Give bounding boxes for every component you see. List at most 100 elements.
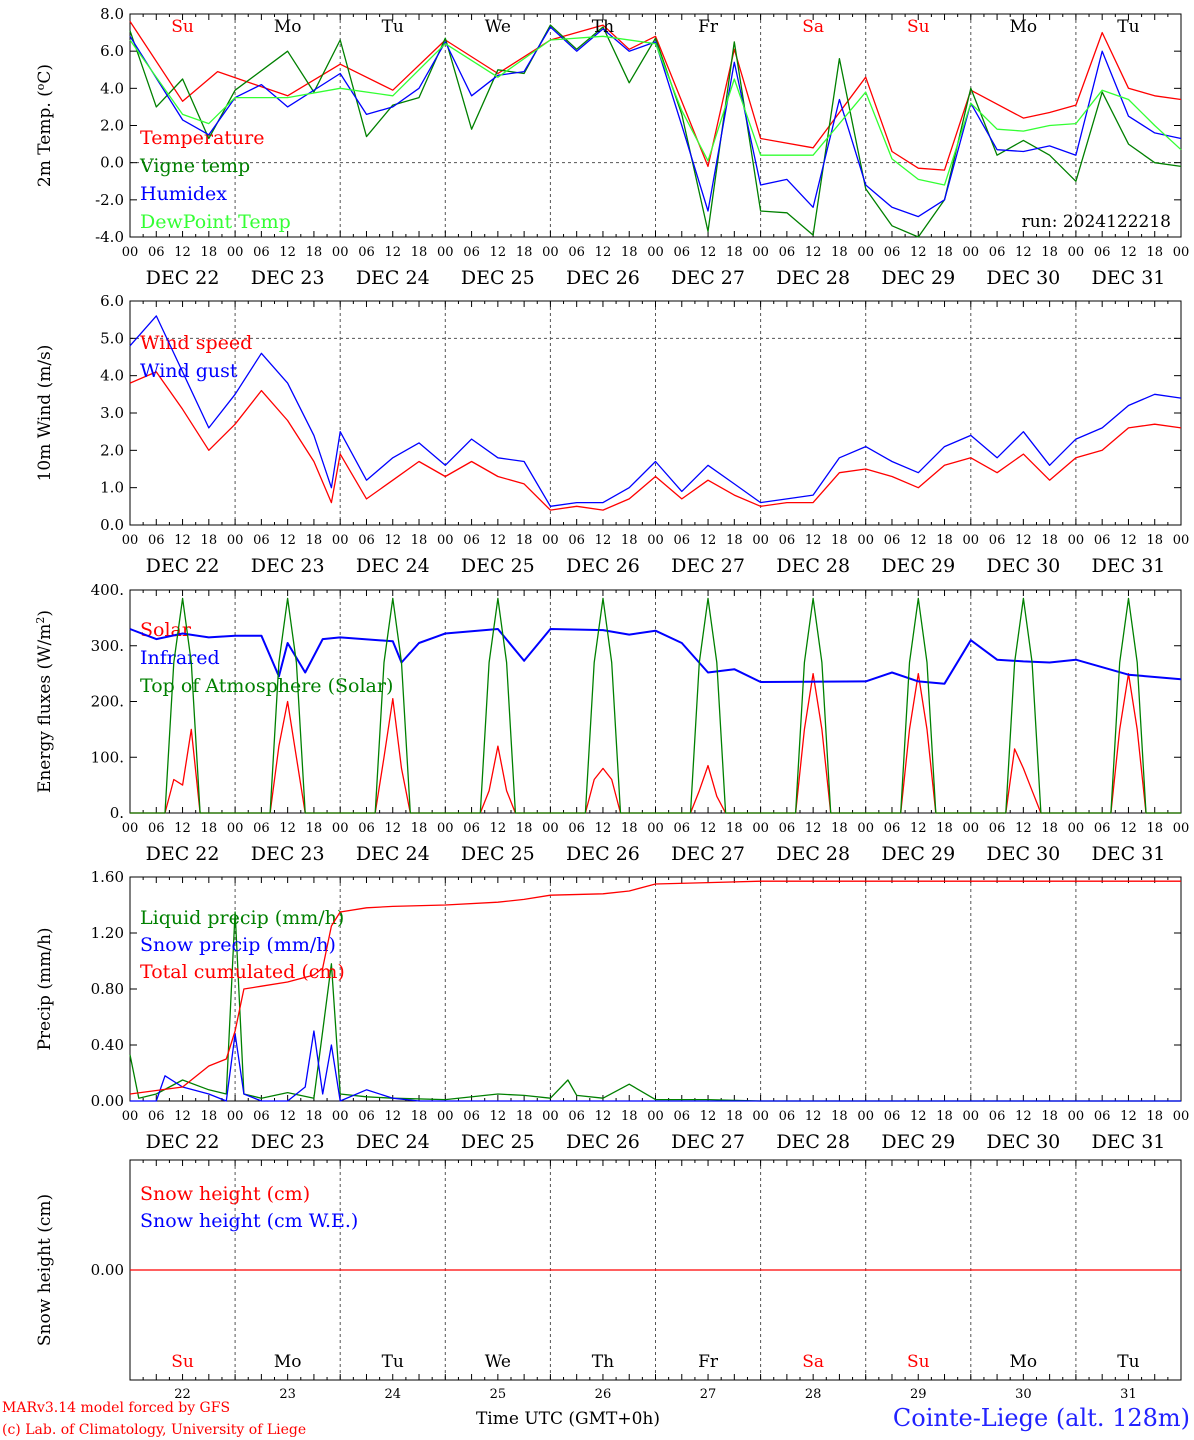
run-annotation: run: 2024122218 xyxy=(1022,212,1171,232)
hour-tick-label: 18 xyxy=(831,821,848,836)
date-label: DEC 27 xyxy=(671,1131,745,1153)
hour-tick-label: 12 xyxy=(1120,1109,1137,1124)
hour-tick-label: 00 xyxy=(227,1109,244,1124)
hour-tick-label: 06 xyxy=(253,533,270,548)
hour-tick-label: 12 xyxy=(384,533,401,548)
hour-tick-label: 12 xyxy=(910,245,927,260)
hour-tick-label: 12 xyxy=(279,245,296,260)
hour-tick-label: 18 xyxy=(621,821,638,836)
date-label: DEC 26 xyxy=(566,555,640,577)
y-tick-label: 0.0 xyxy=(100,154,124,172)
hour-tick-label: 06 xyxy=(358,245,375,260)
y-tick-label: 5.0 xyxy=(100,329,124,347)
hour-tick-label: 18 xyxy=(516,245,533,260)
hour-tick-label: 06 xyxy=(358,1109,375,1124)
hour-tick-label: 12 xyxy=(174,1109,191,1124)
hour-tick-label: 06 xyxy=(884,1109,901,1124)
hour-tick-label: 06 xyxy=(779,533,796,548)
hour-tick-label: 06 xyxy=(358,533,375,548)
y-tick-label: 6.0 xyxy=(100,292,124,310)
hour-tick-label: 06 xyxy=(568,1109,585,1124)
hour-tick-label: 12 xyxy=(595,533,612,548)
hour-tick-label: 18 xyxy=(306,533,323,548)
date-label: DEC 30 xyxy=(986,1131,1060,1153)
hour-tick-label: 12 xyxy=(910,533,927,548)
hour-tick-label: 12 xyxy=(490,821,507,836)
hour-tick-label: 00 xyxy=(542,1109,559,1124)
hour-tick-label: 18 xyxy=(411,1109,428,1124)
hour-tick-label: 18 xyxy=(411,245,428,260)
date-label: DEC 30 xyxy=(986,843,1060,865)
hour-tick-label: 18 xyxy=(516,533,533,548)
time-axis-label: Time UTC (GMT+0h) xyxy=(476,1409,660,1429)
hour-tick-label: 06 xyxy=(148,245,165,260)
hour-tick-label: 06 xyxy=(779,245,796,260)
y-tick-label: 0.0 xyxy=(100,516,124,534)
hour-tick-label: 12 xyxy=(805,1109,822,1124)
weekday-label: Tu xyxy=(382,1352,404,1372)
hour-tick-label: 18 xyxy=(726,1109,743,1124)
hour-tick-label: 12 xyxy=(1015,1109,1032,1124)
series-line xyxy=(129,315,1182,507)
hour-tick-label: 12 xyxy=(174,821,191,836)
hour-tick-label: 12 xyxy=(1120,533,1137,548)
hour-tick-label: 18 xyxy=(1041,821,1058,836)
lab-credit: (c) Lab. of Climatology, University of L… xyxy=(2,1422,306,1438)
hour-tick-label: 00 xyxy=(963,245,980,260)
hour-tick-label: 00 xyxy=(122,245,139,260)
hour-tick-label: 00 xyxy=(542,245,559,260)
hour-tick-label: 18 xyxy=(201,533,218,548)
weekday-label: We xyxy=(485,17,511,37)
model-credit: MARv3.14 model forced by GFS xyxy=(2,1400,230,1416)
weekday-label: We xyxy=(485,1352,511,1372)
hour-tick-label: 18 xyxy=(306,821,323,836)
legend-entry: Vigne temp xyxy=(139,155,250,177)
legend-entry: Humidex xyxy=(140,183,227,205)
series-line xyxy=(130,1030,1181,1102)
hour-tick-label: 00 xyxy=(647,245,664,260)
panel-frame xyxy=(129,13,1182,238)
hour-tick-label: 18 xyxy=(936,1109,953,1124)
day-number-label: 30 xyxy=(1015,1387,1032,1402)
date-label: DEC 23 xyxy=(251,843,325,865)
hour-tick-label: 18 xyxy=(831,1109,848,1124)
hour-tick-label: 00 xyxy=(332,821,349,836)
date-label: DEC 27 xyxy=(671,267,745,289)
hour-tick-label: 12 xyxy=(279,533,296,548)
hour-tick-label: 12 xyxy=(279,1109,296,1124)
day-number-label: 31 xyxy=(1120,1387,1137,1402)
hour-tick-label: 00 xyxy=(542,821,559,836)
hour-tick-label: 18 xyxy=(1041,1109,1058,1124)
hour-tick-label: 00 xyxy=(647,1109,664,1124)
hour-tick-label: 00 xyxy=(332,245,349,260)
hour-tick-label: 18 xyxy=(306,245,323,260)
hour-tick-label: 06 xyxy=(253,1109,270,1124)
hour-tick-label: 18 xyxy=(1146,533,1163,548)
hour-tick-label: 06 xyxy=(779,821,796,836)
date-label: DEC 29 xyxy=(881,843,955,865)
legend-entry: Top of Atmosphere (Solar) xyxy=(140,675,393,697)
date-label: DEC 28 xyxy=(776,267,850,289)
weekday-label: Tu xyxy=(1117,17,1139,37)
panel-3: 0.100.200.300.400.Energy fluxes (W/m2)So… xyxy=(34,581,1190,865)
hour-tick-label: 18 xyxy=(201,821,218,836)
hour-tick-label: 06 xyxy=(463,1109,480,1124)
hour-tick-label: 00 xyxy=(647,821,664,836)
series-line xyxy=(129,35,1182,186)
hour-tick-label: 18 xyxy=(726,533,743,548)
hour-tick-label: 06 xyxy=(1094,245,1111,260)
series-line xyxy=(129,26,1182,218)
y-axis-label: 2m Temp. (oC) xyxy=(34,64,56,187)
hour-tick-label: 00 xyxy=(437,245,454,260)
y-tick-label: 0. xyxy=(110,804,124,822)
hour-tick-label: 18 xyxy=(1146,245,1163,260)
hour-tick-label: 06 xyxy=(253,821,270,836)
hour-tick-label: 18 xyxy=(516,1109,533,1124)
hour-tick-label: 00 xyxy=(437,1109,454,1124)
hour-tick-label: 06 xyxy=(568,245,585,260)
date-label: DEC 26 xyxy=(566,267,640,289)
hour-tick-label: 00 xyxy=(857,821,874,836)
legend-entry: Liquid precip (mm/h) xyxy=(140,907,344,929)
hour-tick-label: 12 xyxy=(700,821,717,836)
date-label: DEC 29 xyxy=(881,555,955,577)
